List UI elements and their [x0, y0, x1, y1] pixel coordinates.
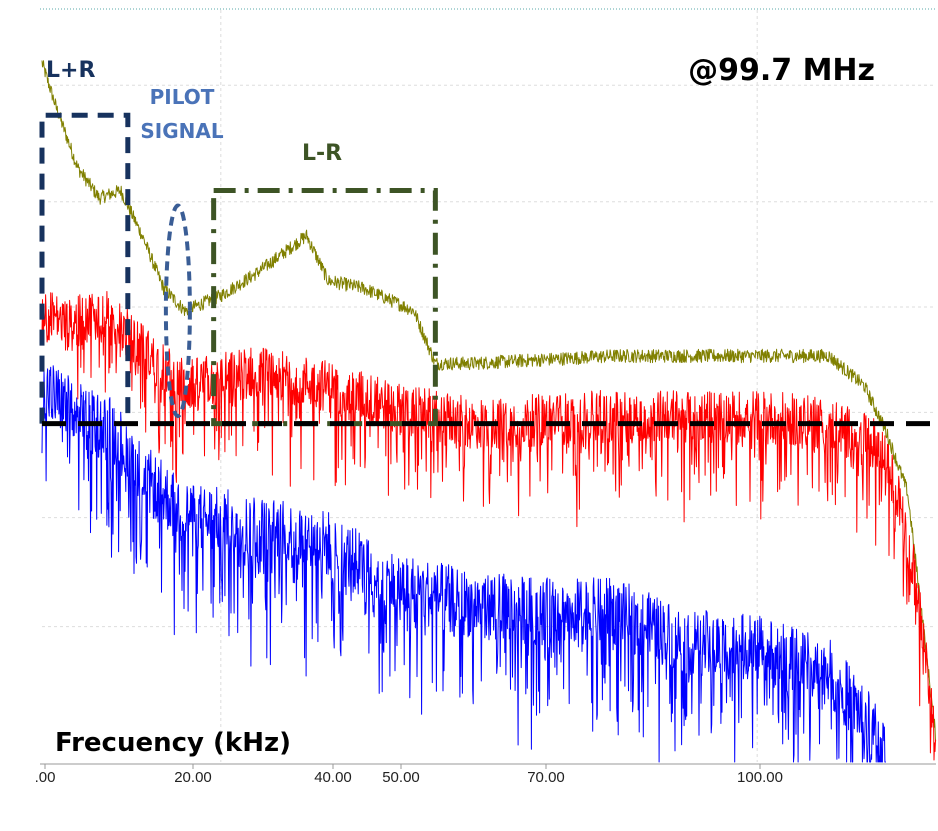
- x-tick-label-1: 20.00: [174, 769, 212, 786]
- x-axis: .00 20.00 40.00 50.00 70.00 100.00: [35, 763, 936, 786]
- x-axis-label: Frecuency (kHz): [55, 728, 291, 758]
- x-tick-label-3: 50.00: [382, 769, 420, 786]
- x-tick-label-5: 100.00: [737, 769, 783, 786]
- l-minus-r-box: [211, 187, 438, 427]
- chart-title: @99.7 MHz: [688, 53, 875, 88]
- series-trace-2: [41, 365, 886, 763]
- l-minus-r-label: L-R: [302, 141, 342, 166]
- annotation-layer: [39, 112, 936, 427]
- series-trace-1: [41, 291, 937, 761]
- x-tick-label-4: 70.00: [527, 769, 565, 786]
- pilot-signal-ellipse: [163, 203, 192, 419]
- pilot-label-line-2: SIGNAL: [140, 119, 223, 143]
- l-plus-r-label: L+R: [46, 58, 95, 83]
- x-tick-label-2: 40.00: [314, 769, 352, 786]
- l-plus-r-box: [39, 112, 131, 424]
- x-tick-label-0: .00: [35, 769, 56, 786]
- pilot-label-line-1: PILOT: [150, 85, 215, 109]
